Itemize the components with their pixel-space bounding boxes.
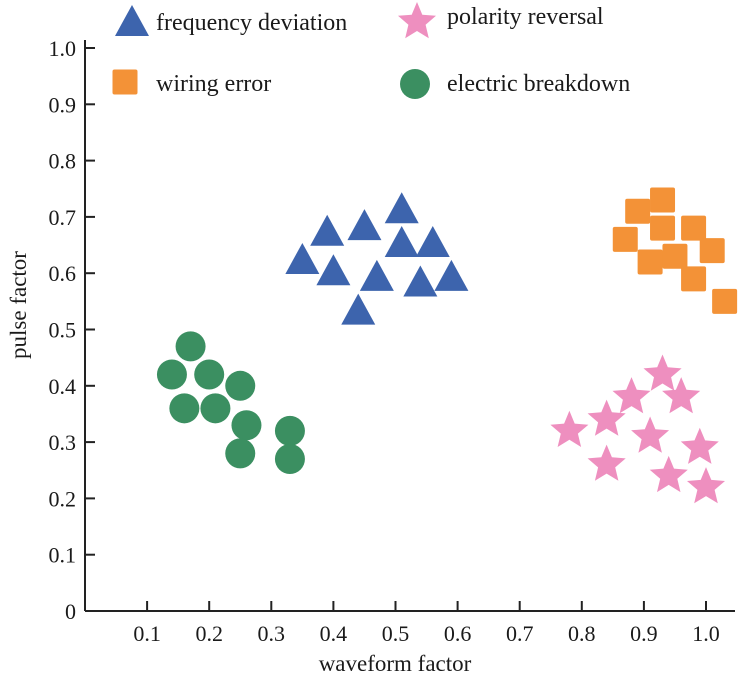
x-tick-label: 0.8 [568, 621, 596, 646]
data-point [650, 187, 676, 213]
data-point [637, 249, 663, 275]
legend-item: electric breakdown [400, 69, 630, 99]
legend-label: electric breakdown [447, 71, 630, 97]
legend-marker-circle [400, 69, 430, 99]
x-tick-label: 0.6 [444, 621, 472, 646]
x-tick-label: 0.5 [382, 621, 410, 646]
legend-label: wiring error [156, 71, 271, 97]
data-point [699, 238, 725, 264]
series-triangle [285, 192, 469, 325]
x-axis-label: waveform factor [319, 651, 472, 676]
data-point [712, 288, 738, 314]
data-point [612, 377, 651, 414]
data-point [643, 354, 682, 391]
data-point [662, 243, 688, 269]
y-tick-label: 0.6 [49, 261, 77, 286]
legend-marker-star [398, 2, 436, 39]
data-point [225, 438, 256, 469]
data-point [681, 266, 707, 292]
data-point [169, 393, 200, 424]
data-point [631, 416, 670, 453]
data-point [274, 443, 305, 474]
data-point [341, 293, 376, 325]
legend-label: frequency deviation [156, 10, 347, 36]
y-tick-label: 0 [65, 599, 76, 624]
data-point [625, 198, 651, 224]
legend-item: wiring error [112, 69, 271, 97]
y-tick-label: 0.1 [49, 543, 77, 568]
x-tick-label: 0.1 [133, 621, 161, 646]
series-star [550, 354, 725, 504]
data-point [687, 467, 725, 504]
legend-marker-triangle [115, 5, 149, 36]
series-square [612, 187, 738, 314]
x-tick-label: 0.3 [258, 621, 286, 646]
ticks: 0.1 0.2 0.3 0.4 0.5 0.6 0.7 0.8 0.9 1.0 0 0.1 0.2 0.3… [49, 36, 720, 646]
y-tick-label: 0.5 [49, 318, 77, 343]
x-tick-label: 0.7 [506, 621, 534, 646]
y-tick-label: 0.2 [49, 486, 77, 511]
data-point [347, 209, 382, 241]
data-point [403, 265, 438, 297]
legend-label: polarity reversal [447, 4, 604, 30]
data-point [310, 214, 345, 246]
x-tick-label: 0.2 [195, 621, 223, 646]
data-point [612, 226, 638, 252]
legend-marker-square [112, 69, 138, 95]
legend-item: polarity reversal [398, 2, 604, 39]
data-point [285, 242, 320, 274]
data-point [231, 410, 262, 441]
data-point [415, 226, 450, 258]
y-tick-label: 0.9 [49, 92, 77, 117]
data-point [200, 393, 231, 424]
data-point [434, 259, 469, 291]
data-point [194, 359, 225, 390]
y-tick-label: 0.3 [49, 430, 77, 455]
data-point [225, 370, 256, 401]
data-point [587, 444, 626, 481]
legend-item: frequency deviation [115, 5, 347, 36]
data-point [662, 377, 701, 414]
x-tick-label: 0.9 [630, 621, 658, 646]
y-tick-label: 0.8 [49, 149, 77, 174]
y-tick-label: 0.4 [49, 374, 77, 399]
data-point [550, 410, 589, 447]
y-tick-label: 1.0 [49, 36, 77, 61]
legend: frequency deviation polarity reversal wiri… [112, 2, 630, 99]
data-point [274, 415, 305, 446]
data-point [384, 192, 419, 224]
data-point [359, 259, 394, 291]
x-tick-label: 1.0 [692, 621, 720, 646]
data-point [587, 399, 626, 436]
data-point [681, 215, 707, 241]
data-point [384, 226, 419, 258]
data-point [650, 215, 676, 241]
y-tick-label: 0.7 [49, 205, 77, 230]
y-axis-label: pulse factor [6, 251, 31, 359]
axes [84, 40, 735, 612]
data-point [316, 254, 351, 286]
data-point [649, 455, 688, 493]
x-tick-label: 0.4 [320, 621, 348, 646]
data-point [680, 427, 719, 464]
data-point [175, 331, 206, 362]
data-point [156, 359, 187, 390]
series-circle [156, 331, 305, 474]
data-marks [156, 187, 738, 504]
